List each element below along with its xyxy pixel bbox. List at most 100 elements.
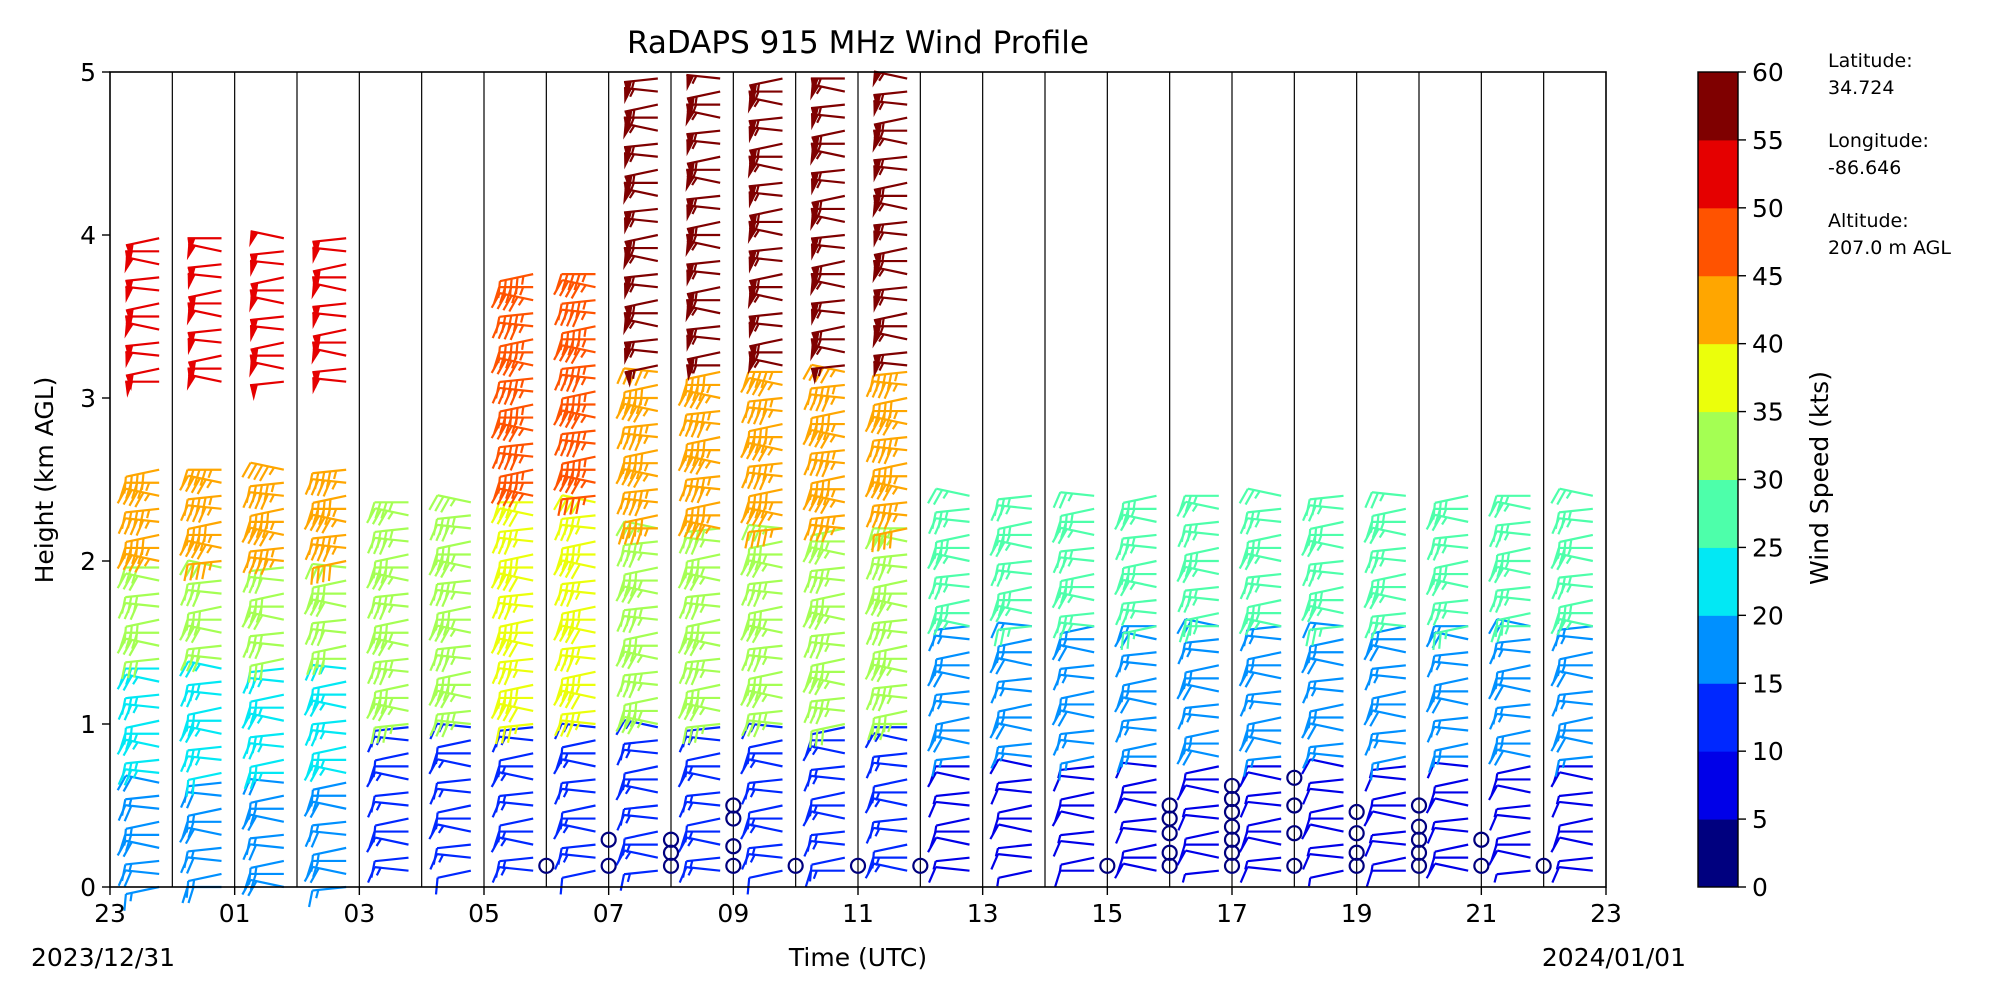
barb-half-flag [887,593,893,602]
barb-full-flag [497,691,502,709]
barb-full-flag [758,676,763,694]
barb-full-flag [746,548,751,566]
barb-full-flag [185,857,195,874]
barb-full-flag [746,496,751,514]
wind-barb [557,709,596,732]
wind-barb [494,592,534,614]
barb-full-flag [497,411,502,429]
barb-half-flag [1068,586,1074,596]
wind-barb [559,670,596,696]
barb-full-flag [559,548,564,566]
barb-shaft [935,866,970,872]
barb-full-flag [741,723,750,740]
barb-half-flag [576,712,581,722]
barb-full-flag [625,544,632,562]
barb-full-flag [764,427,768,445]
barb-full-flag [814,549,825,566]
barb-full-flag [573,273,581,291]
barb-full-flag [750,713,756,731]
barb-full-flag [625,674,632,692]
barb-half-flag [629,312,635,322]
barb-half-flag [700,632,706,642]
barb-full-flag [494,446,501,464]
wind-barb [621,383,659,409]
barb-half-flag [750,752,756,762]
barb-half-flag [1566,584,1572,593]
barb-half-flag [642,408,649,417]
barb-shaft [998,823,1033,833]
wind-barb [810,299,845,320]
barb-shaft [312,302,347,309]
wind-barb [183,559,222,582]
barb-full-flag [808,665,813,683]
barb-half-flag [580,376,587,386]
wind-barb [372,817,409,843]
barb-full-flag [757,446,768,462]
barb-full-flag [821,526,830,543]
barb-half-flag [518,324,525,334]
barb-half-flag [699,669,706,679]
barb-full-flag [500,531,507,548]
wind-barb [429,722,471,740]
barb-shaft [1184,813,1219,820]
barb-half-flag [693,198,698,207]
wind-barb [123,618,160,644]
wind-barb [927,836,970,853]
wind-barb [432,778,471,800]
wind-barb [245,481,284,503]
barb-full-flag [871,470,876,488]
barb-half-flag [206,545,213,554]
barb-half-flag [811,812,819,821]
barb-half-flag [502,860,507,870]
barb-half-flag [517,297,525,306]
barb-half-flag [942,519,949,528]
barb-half-flag [631,239,636,249]
barb-half-flag [812,870,818,880]
colorbar-segment [1698,139,1738,209]
barb-full-flag [128,575,139,592]
wind-barb [1301,823,1344,840]
barb-half-flag [316,788,320,798]
barb-full-flag [183,684,189,702]
wind-barb [741,523,783,542]
barb-full-flag [1052,491,1062,509]
barb-half-flag [706,384,712,394]
wind-barb [746,423,783,448]
barb-full-flag [814,614,825,631]
barb-full-flag [444,582,451,600]
barb-half-flag [1255,612,1261,622]
barb-full-flag [627,521,632,538]
barb-full-flag [378,690,383,708]
barb-half-flag [693,263,698,273]
barb-full-flag [621,574,626,592]
wind-barb [183,745,222,768]
barb-pennant [250,384,258,401]
barb-full-flag [867,528,875,545]
wind-barb [245,546,284,569]
barb-shaft [811,260,846,270]
barb-full-flag [621,457,626,475]
barb-full-flag [247,867,252,885]
barb-full-flag [681,662,688,680]
barb-half-flag [196,683,201,693]
wind-barb [372,618,409,644]
wind-barb [432,579,471,601]
barb-full-flag [514,472,519,490]
barb-full-flag [557,583,563,601]
barb-full-flag [253,529,264,546]
barb-half-flag [1441,545,1448,554]
barb-full-flag [497,825,502,843]
barb-shaft [1372,856,1407,866]
barb-full-flag [808,799,813,817]
barb-half-flag [754,351,760,361]
barb-half-flag [520,444,525,454]
barb-full-flag [868,688,875,706]
barb-full-flag [752,429,757,447]
wind-barb [247,794,285,820]
barb-half-flag [1503,503,1510,513]
barb-full-flag [508,641,519,658]
wind-barb [744,396,783,419]
barb-half-flag [258,735,264,745]
barb-full-flag [756,465,762,483]
barb-half-flag [875,792,881,801]
